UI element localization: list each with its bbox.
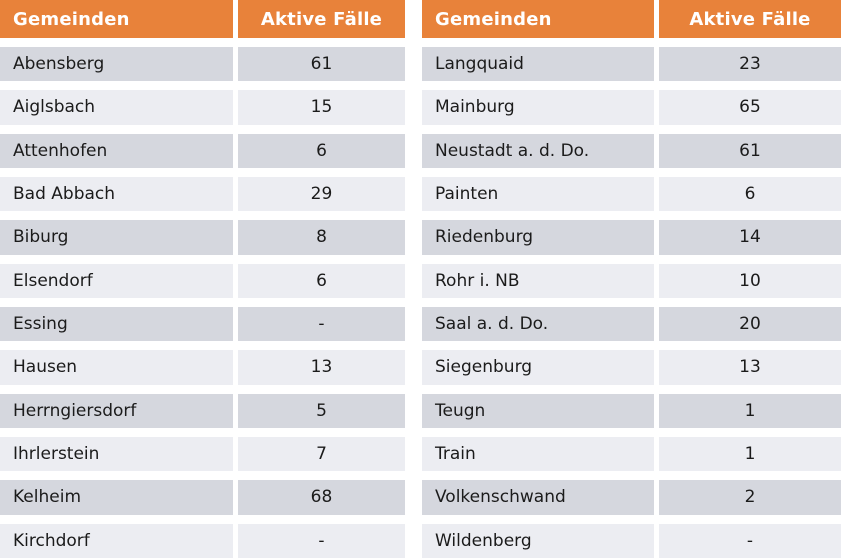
cases-cell: - — [238, 523, 405, 558]
cases-cell: 65 — [659, 90, 841, 125]
cases-cell: 61 — [659, 133, 841, 168]
municipality-cell: Neustadt a. d. Do. — [422, 133, 654, 168]
aktive-faelle-header: Aktive Fälle — [238, 0, 405, 38]
cases-cell: 20 — [659, 306, 841, 342]
municipality-cell: Riedenburg — [422, 220, 654, 255]
municipality-cell: Abensberg — [0, 47, 233, 82]
municipality-cell: Siegenburg — [422, 350, 654, 385]
municipality-cell: Rohr i. NB — [422, 263, 654, 298]
cases-cell: 7 — [238, 436, 405, 472]
aktive-faelle-header: Aktive Fälle — [659, 0, 841, 38]
municipality-cell: Essing — [0, 306, 233, 342]
municipality-cell: Attenhofen — [0, 133, 233, 168]
municipality-cell: Teugn — [422, 393, 654, 428]
cases-cell: 6 — [659, 176, 841, 212]
cases-cell: 13 — [238, 350, 405, 385]
gemeinden-header: Gemeinden — [0, 0, 233, 38]
cases-cell: 23 — [659, 47, 841, 82]
municipality-cell: Kirchdorf — [0, 523, 233, 558]
municipality-cell: Herrngiersdorf — [0, 393, 233, 428]
municipality-cell: Kelheim — [0, 480, 233, 515]
cases-cell: 1 — [659, 436, 841, 472]
municipality-cell: Bad Abbach — [0, 176, 233, 212]
municipality-cell: Saal a. d. Do. — [422, 306, 654, 342]
municipality-cell: Painten — [422, 176, 654, 212]
municipality-cell: Mainburg — [422, 90, 654, 125]
municipality-cell: Hausen — [0, 350, 233, 385]
cases-cell: - — [238, 306, 405, 342]
cases-cell: 10 — [659, 263, 841, 298]
municipality-cell: Langquaid — [422, 47, 654, 82]
cases-cell: 1 — [659, 393, 841, 428]
cases-cell: 29 — [238, 176, 405, 212]
municipality-cell: Biburg — [0, 220, 233, 255]
municipality-cell: Volkenschwand — [422, 480, 654, 515]
gemeinden-header: Gemeinden — [422, 0, 654, 38]
cases-cell: 2 — [659, 480, 841, 515]
cases-cell: 5 — [238, 393, 405, 428]
municipality-cell: Wildenberg — [422, 523, 654, 558]
municipality-cell: Ihrlerstein — [0, 436, 233, 472]
cases-cell: 6 — [238, 133, 405, 168]
municipality-cell: Aiglsbach — [0, 90, 233, 125]
cases-cell: 14 — [659, 220, 841, 255]
municipality-cell: Train — [422, 436, 654, 472]
cases-cell: 8 — [238, 220, 405, 255]
cases-cell: 6 — [238, 263, 405, 298]
municipality-cell: Elsendorf — [0, 263, 233, 298]
cases-cell: - — [659, 523, 841, 558]
cases-cell: 61 — [238, 47, 405, 82]
cases-cell: 13 — [659, 350, 841, 385]
cases-cell: 68 — [238, 480, 405, 515]
cases-cell: 15 — [238, 90, 405, 125]
